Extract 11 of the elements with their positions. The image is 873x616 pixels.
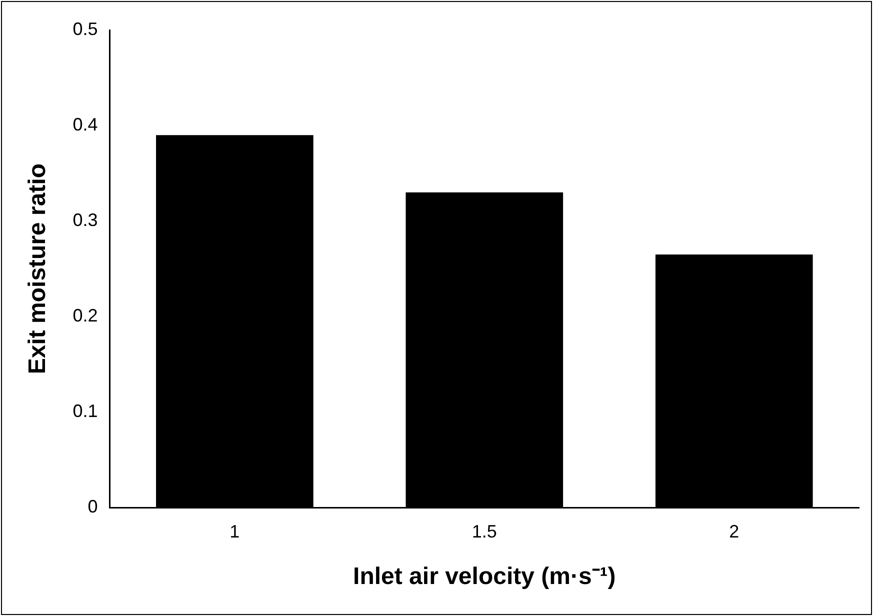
y-tick-label: 0.5	[72, 18, 98, 39]
y-tick-label: 0.4	[72, 114, 98, 134]
x-tick-label: 2	[729, 521, 740, 542]
x-tick-label: 1	[230, 521, 240, 542]
y-tick-label: 0.2	[72, 306, 98, 326]
y-tick-label: 0.3	[72, 210, 98, 230]
y-axis-title: Exit moisture ratio	[24, 163, 52, 374]
x-axis-title: Inlet air velocity (m·s⁻¹)	[353, 563, 616, 590]
x-tick-label: 1.5	[472, 521, 497, 542]
y-tick-label: 0	[88, 496, 98, 517]
y-tick-label: 0.1	[72, 401, 98, 422]
